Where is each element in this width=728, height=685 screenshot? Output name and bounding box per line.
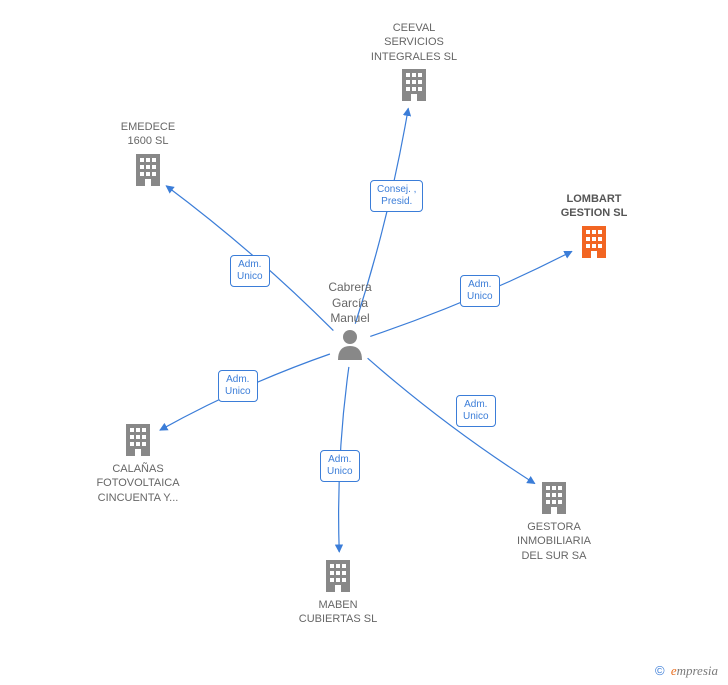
edge-label-lombart: Adm. Unico: [460, 275, 500, 307]
node-label-lombart[interactable]: LOMBART GESTION SL: [534, 192, 654, 221]
building-icon[interactable]: [398, 67, 430, 103]
network-canvas: [0, 0, 728, 685]
edge-label-maben: Adm. Unico: [320, 450, 360, 482]
building-icon[interactable]: [132, 152, 164, 188]
edge-label-calanas: Adm. Unico: [218, 370, 258, 402]
building-icon[interactable]: [578, 224, 610, 260]
building-icon[interactable]: [538, 480, 570, 516]
edge-label-emedece: Adm. Unico: [230, 255, 270, 287]
node-label-calanas[interactable]: CALAÑAS FOTOVOLTAICA CINCUENTA Y...: [78, 462, 198, 505]
node-label-gestora[interactable]: GESTORA INMOBILIARIA DEL SUR SA: [494, 520, 614, 563]
building-icon[interactable]: [122, 422, 154, 458]
node-label-maben[interactable]: MABEN CUBIERTAS SL: [278, 598, 398, 627]
node-label-emedece[interactable]: EMEDECE 1600 SL: [88, 120, 208, 149]
person-icon[interactable]: [336, 328, 364, 360]
building-icon[interactable]: [322, 558, 354, 594]
brand-rest: mpresia: [677, 663, 718, 678]
edge-label-ceeval: Consej. , Presid.: [370, 180, 423, 212]
watermark: © empresia: [655, 663, 718, 679]
center-label: Cabrera García Manuel: [305, 280, 395, 327]
node-label-ceeval[interactable]: CEEVAL SERVICIOS INTEGRALES SL: [354, 21, 474, 64]
copyright-symbol: ©: [655, 663, 665, 678]
edge-label-gestora: Adm. Unico: [456, 395, 496, 427]
edge-gestora: [368, 358, 535, 483]
